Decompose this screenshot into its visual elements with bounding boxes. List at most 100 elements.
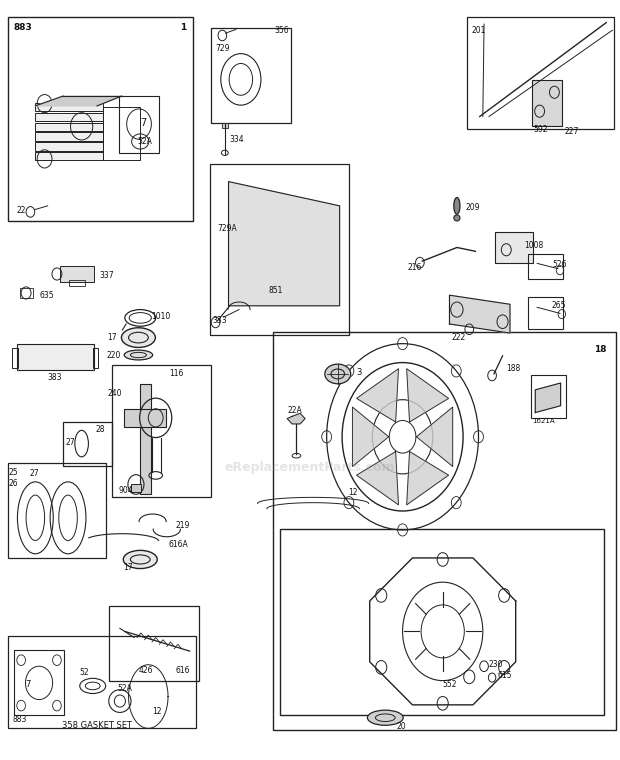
Bar bbox=[35, 122, 104, 131]
Bar bbox=[222, 122, 228, 128]
Text: 635: 635 bbox=[40, 290, 55, 299]
Bar bbox=[14, 651, 64, 714]
Bar bbox=[495, 232, 533, 264]
Text: 240: 240 bbox=[107, 389, 122, 398]
Polygon shape bbox=[535, 383, 560, 413]
Text: 52: 52 bbox=[79, 668, 89, 677]
Text: 356: 356 bbox=[274, 26, 289, 35]
Text: 616A: 616A bbox=[168, 540, 188, 549]
Bar bbox=[528, 255, 563, 278]
Text: 222: 222 bbox=[452, 333, 466, 342]
Bar bbox=[211, 28, 291, 122]
Bar bbox=[63, 422, 112, 466]
Bar bbox=[35, 132, 104, 141]
Ellipse shape bbox=[325, 364, 351, 384]
Text: 27: 27 bbox=[30, 470, 40, 478]
Text: 729: 729 bbox=[216, 44, 230, 53]
Text: 1621A: 1621A bbox=[532, 418, 555, 424]
Bar bbox=[7, 636, 196, 728]
Text: 220: 220 bbox=[106, 350, 121, 359]
Text: 333: 333 bbox=[213, 316, 227, 325]
Ellipse shape bbox=[124, 350, 153, 360]
Bar bbox=[35, 152, 104, 160]
Text: 18: 18 bbox=[594, 345, 606, 354]
Polygon shape bbox=[407, 369, 449, 422]
Text: 592: 592 bbox=[533, 125, 548, 134]
Bar bbox=[123, 409, 166, 427]
Text: 883: 883 bbox=[14, 24, 32, 33]
Text: 337: 337 bbox=[99, 271, 113, 280]
Text: 7: 7 bbox=[140, 118, 146, 128]
Text: 22: 22 bbox=[17, 206, 26, 215]
Bar bbox=[20, 287, 33, 298]
Text: eReplacementParts.com: eReplacementParts.com bbox=[224, 461, 396, 473]
Text: 729A: 729A bbox=[218, 224, 237, 233]
Bar bbox=[532, 80, 562, 125]
Text: 383: 383 bbox=[48, 373, 62, 382]
Text: 3: 3 bbox=[356, 368, 361, 377]
Bar bbox=[118, 96, 159, 153]
Bar bbox=[104, 107, 140, 160]
Text: 17: 17 bbox=[123, 563, 133, 572]
Text: 52A: 52A bbox=[137, 137, 152, 146]
Text: 25: 25 bbox=[9, 468, 19, 477]
Text: 615: 615 bbox=[498, 671, 512, 679]
Text: 27: 27 bbox=[66, 438, 75, 447]
Bar bbox=[35, 103, 104, 111]
Text: 1008: 1008 bbox=[524, 241, 543, 250]
Bar bbox=[69, 280, 85, 286]
Bar bbox=[35, 112, 104, 121]
Bar bbox=[531, 375, 565, 418]
Ellipse shape bbox=[454, 198, 460, 214]
Text: 616: 616 bbox=[175, 667, 190, 676]
Polygon shape bbox=[450, 295, 510, 333]
Bar bbox=[273, 332, 616, 730]
Text: 216: 216 bbox=[407, 264, 422, 272]
Bar bbox=[467, 17, 614, 128]
Polygon shape bbox=[356, 369, 399, 422]
Text: 28: 28 bbox=[95, 425, 105, 434]
Text: 904: 904 bbox=[118, 486, 133, 495]
Polygon shape bbox=[35, 96, 122, 106]
Bar bbox=[7, 17, 193, 221]
Bar bbox=[7, 464, 106, 558]
Polygon shape bbox=[229, 182, 340, 306]
Text: 188: 188 bbox=[507, 364, 521, 373]
Ellipse shape bbox=[123, 550, 157, 568]
Bar bbox=[60, 267, 94, 281]
Text: 12: 12 bbox=[153, 707, 162, 716]
Text: 12: 12 bbox=[348, 488, 358, 496]
Text: 526: 526 bbox=[552, 261, 567, 269]
Polygon shape bbox=[407, 451, 449, 505]
Text: 26: 26 bbox=[9, 480, 19, 488]
Text: 851: 851 bbox=[268, 287, 282, 295]
Ellipse shape bbox=[368, 710, 403, 725]
Bar bbox=[131, 483, 141, 492]
Text: 426: 426 bbox=[138, 667, 153, 676]
Text: 7: 7 bbox=[25, 680, 30, 689]
Bar bbox=[112, 365, 211, 497]
Bar bbox=[12, 348, 18, 368]
Polygon shape bbox=[417, 407, 453, 467]
Text: 230: 230 bbox=[489, 660, 503, 670]
Text: 883: 883 bbox=[12, 714, 27, 724]
Text: 1010: 1010 bbox=[151, 312, 170, 321]
Text: 1: 1 bbox=[180, 24, 187, 33]
Text: 20: 20 bbox=[396, 721, 406, 730]
Ellipse shape bbox=[454, 215, 460, 221]
Text: 17: 17 bbox=[107, 333, 117, 342]
Polygon shape bbox=[353, 407, 389, 467]
Text: 22A: 22A bbox=[288, 406, 303, 415]
Bar bbox=[17, 344, 94, 370]
Polygon shape bbox=[356, 451, 399, 505]
Text: 334: 334 bbox=[230, 135, 244, 144]
Polygon shape bbox=[287, 413, 305, 424]
Text: 116: 116 bbox=[169, 369, 184, 378]
Text: 52A: 52A bbox=[117, 685, 132, 693]
Text: 209: 209 bbox=[466, 203, 480, 212]
Bar bbox=[93, 348, 99, 368]
Text: 552: 552 bbox=[443, 680, 457, 689]
Bar bbox=[35, 142, 104, 150]
Bar bbox=[280, 529, 604, 714]
Ellipse shape bbox=[122, 328, 156, 347]
